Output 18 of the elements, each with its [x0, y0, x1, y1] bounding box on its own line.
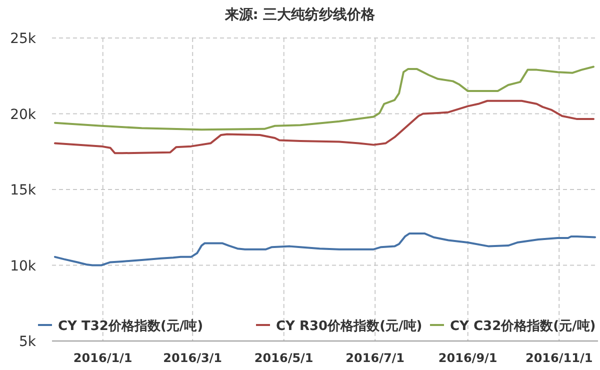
x-tick-label: 2016/5/1	[254, 351, 314, 365]
x-tick-label: 2016/11/1	[525, 351, 593, 365]
legend-label: CY T32价格指数(元/吨)	[58, 319, 204, 334]
line-series	[54, 232, 596, 266]
y-tick-label: 5k	[18, 334, 37, 350]
line-series	[54, 100, 595, 154]
x-tick-label: 2016/3/1	[163, 351, 222, 365]
x-tick-label: 2016/7/1	[346, 351, 405, 365]
x-tick-label: 2016/9/1	[438, 351, 498, 365]
y-tick-label: 10k	[10, 258, 37, 274]
x-tick-label: 2016/1/1	[73, 351, 132, 365]
legend-label: CY C32价格指数(元/吨)	[450, 319, 596, 334]
chart-title: 来源: 三大纯纺纱线价格	[224, 6, 376, 23]
y-tick-label: 25k	[10, 31, 37, 47]
legend-label: CY R30价格指数(元/吨)	[276, 319, 422, 334]
line-series	[54, 66, 595, 131]
y-tick-label: 20k	[10, 106, 37, 123]
y-tick-label: 15k	[10, 182, 37, 198]
